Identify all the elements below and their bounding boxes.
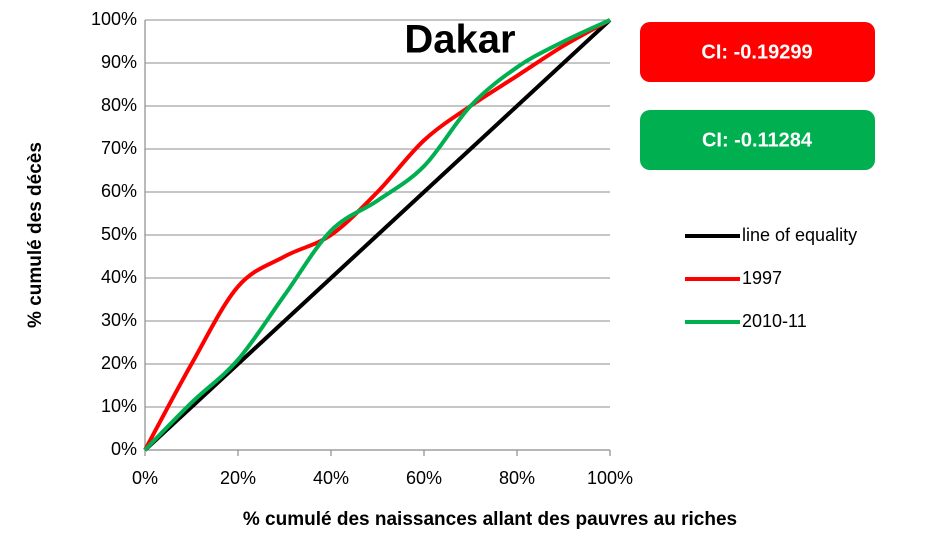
series-line — [143, 18, 611, 451]
y-tick-label: 30% — [101, 310, 137, 330]
legend-label: 1997 — [742, 268, 782, 288]
y-tick-label: 40% — [101, 267, 137, 287]
series-line — [143, 18, 611, 452]
y-axis-label: % cumulé des décès — [25, 142, 46, 328]
x-tick-label: 40% — [313, 468, 349, 488]
y-tick-label: 70% — [101, 138, 137, 158]
x-tick-label: 60% — [406, 468, 442, 488]
y-tick-label: 0% — [111, 439, 137, 459]
annotation-box — [640, 22, 875, 82]
chart-title: Dakar — [404, 18, 515, 62]
y-tick-label: 100% — [91, 9, 137, 29]
x-tick-label: 80% — [499, 468, 535, 488]
y-tick-label: 80% — [101, 95, 137, 115]
series-line — [143, 18, 612, 452]
x-axis-label: % cumulé des naissances allant des pauvr… — [243, 509, 737, 530]
x-tick-label: 100% — [587, 468, 633, 488]
y-tick-label: 90% — [101, 52, 137, 72]
y-tick-label: 20% — [101, 353, 137, 373]
y-tick-label: 10% — [101, 396, 137, 416]
x-tick-label: 20% — [220, 468, 256, 488]
y-tick-label: 60% — [101, 181, 137, 201]
legend-label: 2010-11 — [742, 311, 807, 331]
y-tick-label: 50% — [101, 224, 137, 244]
annotation-box — [640, 110, 875, 170]
annotation-text: CI: -0.19299 — [701, 41, 812, 63]
annotation-text: CI: -0.11284 — [702, 129, 813, 151]
x-tick-label: 0% — [132, 468, 158, 488]
legend-label: line of equality — [742, 225, 857, 245]
